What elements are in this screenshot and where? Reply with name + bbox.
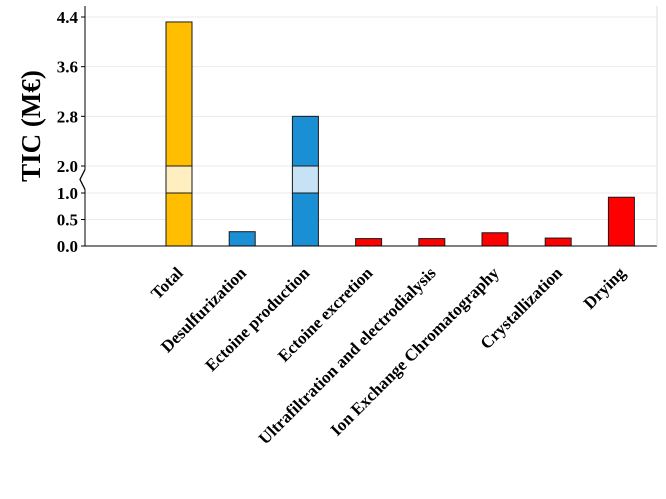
bar-1 bbox=[228, 231, 256, 247]
y-tick-label: 0.5 bbox=[57, 211, 78, 230]
label-layer: 0.00.51.02.02.83.64.4TotalDesulfurizatio… bbox=[57, 8, 630, 448]
y-tick-label: 2.0 bbox=[57, 157, 78, 176]
bar-6 bbox=[544, 237, 572, 247]
x-tick-label: Ectoine production bbox=[201, 263, 313, 375]
x-tick-label: Drying bbox=[580, 263, 630, 313]
axis-layer bbox=[79, 6, 658, 247]
y-tick-label: 1.0 bbox=[57, 184, 78, 203]
bar-3 bbox=[355, 238, 383, 247]
bar-2-upper bbox=[291, 115, 319, 167]
bar-0-break bbox=[165, 165, 193, 194]
bar-0-upper bbox=[165, 21, 193, 167]
bar-layer bbox=[165, 21, 635, 247]
y-tick-label: 0.0 bbox=[57, 237, 78, 256]
bar-2-break bbox=[291, 165, 319, 194]
bar-2-lower bbox=[291, 192, 319, 247]
y-tick-label: 3.6 bbox=[57, 58, 78, 77]
x-tick-label: Total bbox=[147, 263, 187, 303]
bar-7 bbox=[607, 196, 635, 247]
y-tick-label: 4.4 bbox=[57, 8, 79, 27]
axis-break-icon bbox=[79, 169, 86, 190]
y-tick-label: 2.8 bbox=[57, 107, 78, 126]
bar-0-lower bbox=[165, 192, 193, 247]
y-axis-title: TIC (M€) bbox=[16, 70, 46, 182]
axis-break-mask bbox=[81, 169, 89, 190]
bar-5 bbox=[481, 232, 509, 247]
bar-4 bbox=[418, 238, 446, 247]
